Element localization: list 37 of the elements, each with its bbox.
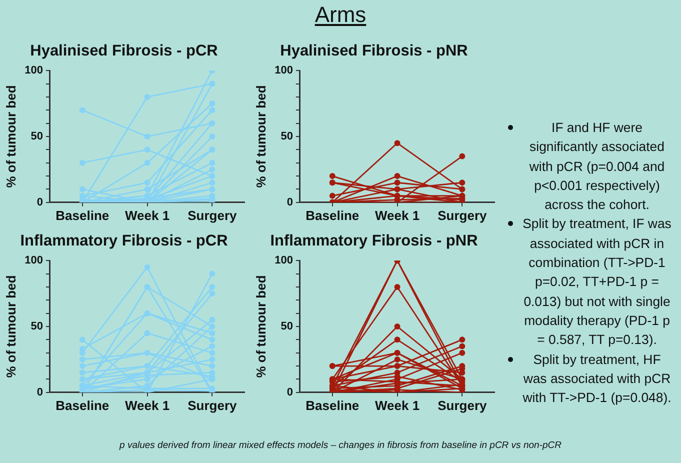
chart-title: Inflammatory Fibrosis - pNR <box>270 232 478 250</box>
text: Arms <box>314 2 368 28</box>
text: IF and HF were significantly associated with pCR (p=0.004 and p<0.001 respectively) across the cohort. <box>528 119 666 214</box>
text: Split by treatment, HF was associated with pCR with TT->PD-1 (p=0.048). <box>522 350 672 408</box>
x-tick-label: Baseline <box>56 398 110 413</box>
x-tick-label: Week 1 <box>124 208 170 223</box>
chart-title: Inflammatory Fibrosis - pCR <box>20 232 228 250</box>
y-tick-label: 50 <box>30 130 43 143</box>
y-tick-label: 100 <box>274 64 293 77</box>
y-tick-label: 0 <box>36 386 43 398</box>
y-axis-title: % of tumour bed <box>3 275 18 378</box>
chart-title: Hyalinised Fibrosis - pNR <box>280 42 468 60</box>
y-tick-label: 100 <box>24 254 43 267</box>
chart-title: Hyalinised Fibrosis - pCR <box>30 42 218 60</box>
x-tick-label: Week 1 <box>374 398 420 413</box>
y-tick-label: 50 <box>280 320 293 333</box>
x-tick-label: Surgery <box>438 398 488 413</box>
x-tick-label: Baseline <box>306 398 360 413</box>
y-tick-label: 0 <box>286 386 293 398</box>
text: Split by treatment, IF was associated with pCR in combination (TT->PD-1 p=0.02, TT+PD-1 p = 0.013) but not with single modality therapy (PD-1 p = 0.587, TT p=0.13). <box>522 215 672 350</box>
y-axis-title: % of tumour bed <box>253 275 268 378</box>
y-tick-label: 100 <box>24 64 43 77</box>
text: p values derived from linear mixed effects models – changes in fibrosis from baseline in pCR vs non-pCR <box>118 440 562 451</box>
y-axis-title: % of tumour bed <box>253 85 268 188</box>
y-tick-label: 50 <box>280 130 293 143</box>
y-tick-label: 100 <box>274 254 293 267</box>
y-axis-title: % of tumour bed <box>3 85 18 188</box>
y-tick-label: 0 <box>286 196 293 208</box>
x-tick-label: Surgery <box>188 398 238 413</box>
y-tick-label: 50 <box>30 320 43 333</box>
x-tick-label: Week 1 <box>124 398 170 413</box>
x-tick-label: Surgery <box>438 208 488 223</box>
x-tick-label: Baseline <box>306 208 360 223</box>
y-tick-label: 0 <box>36 196 43 208</box>
x-tick-label: Week 1 <box>374 208 420 223</box>
x-tick-label: Baseline <box>56 208 110 223</box>
x-tick-label: Surgery <box>188 208 238 223</box>
